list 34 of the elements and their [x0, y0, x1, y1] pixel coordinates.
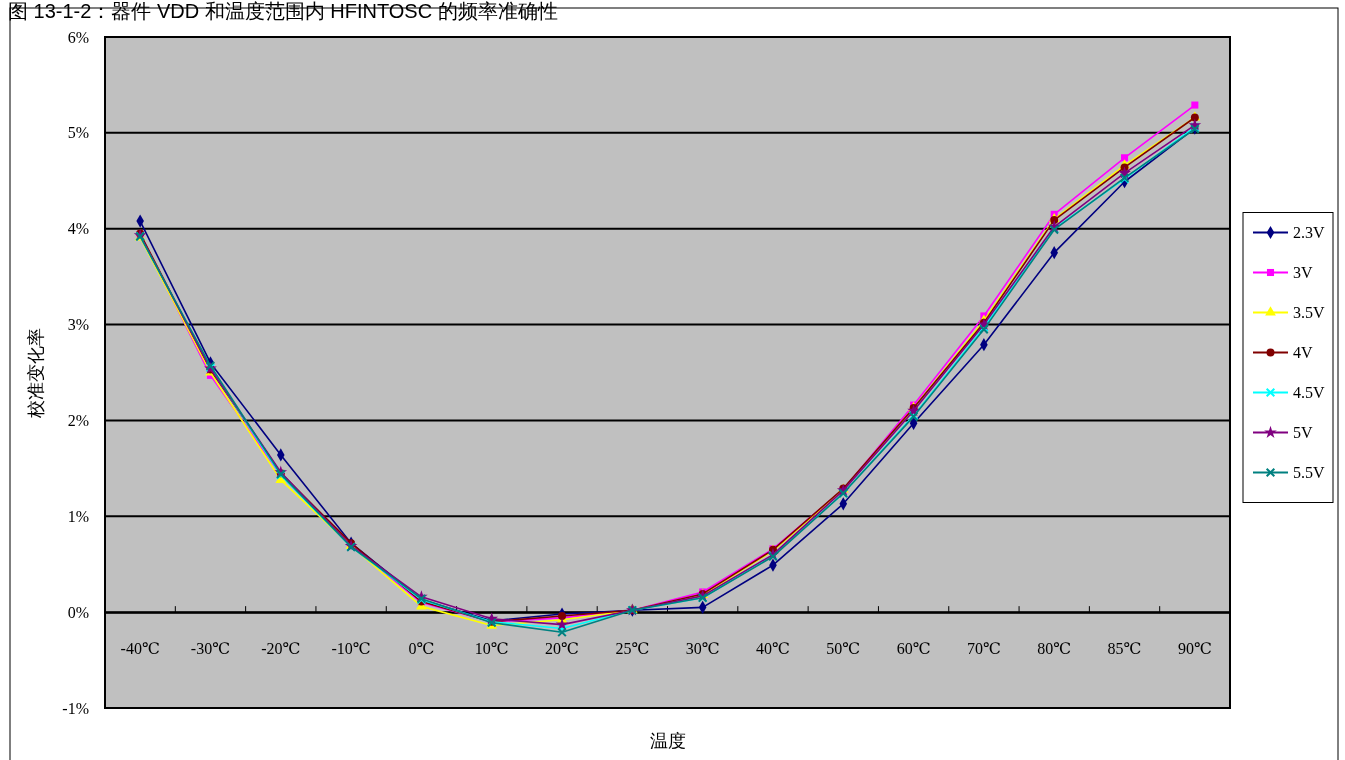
x-tick-label: -10℃: [331, 639, 371, 657]
x-tick-label: 30℃: [685, 639, 720, 657]
legend-label: 5.5V: [1293, 463, 1325, 481]
x-tick-label: 40℃: [756, 639, 790, 657]
legend-label: 2.3V: [1293, 223, 1325, 241]
x-tick-label: 25℃: [615, 639, 650, 657]
x-tick-label: 85℃: [1107, 639, 1142, 657]
x-tick-label: -20℃: [261, 639, 301, 657]
y-tick-label: 5%: [67, 124, 89, 142]
x-tick-label: 0℃: [408, 639, 435, 657]
x-tick-label: 20℃: [545, 639, 579, 657]
x-tick-label: 10℃: [474, 639, 509, 657]
y-tick-label: 1%: [67, 507, 89, 525]
y-tick-label: 6%: [67, 28, 89, 46]
legend-label: 4V: [1293, 343, 1313, 361]
legend-label: 3V: [1293, 263, 1313, 281]
x-tick-label: 60℃: [896, 639, 931, 657]
y-tick-label: 2%: [67, 412, 89, 430]
y-tick-label: 0%: [67, 603, 89, 621]
legend-label: 5V: [1293, 423, 1313, 441]
x-tick-label: 90℃: [1177, 639, 1212, 657]
x-tick-label: -30℃: [190, 639, 231, 657]
x-tick-label: 80℃: [1037, 639, 1072, 657]
x-tick-label: 50℃: [826, 639, 861, 657]
x-tick-label: 70℃: [966, 639, 1001, 657]
y-tick-label: -1%: [62, 699, 89, 717]
chart-title: 图 13-1-2：器件 VDD 和温度范围内 HFINTOSC 的频率准确性: [8, 0, 558, 22]
y-axis-title: 校准变化率: [26, 327, 46, 419]
x-axis-title: 温度: [649, 731, 686, 751]
legend-label: 4.5V: [1293, 383, 1325, 401]
y-tick-label: 3%: [67, 316, 89, 334]
legend-label: 3.5V: [1293, 303, 1325, 321]
x-tick-label: -40℃: [120, 639, 160, 657]
y-tick-label: 4%: [67, 220, 89, 238]
